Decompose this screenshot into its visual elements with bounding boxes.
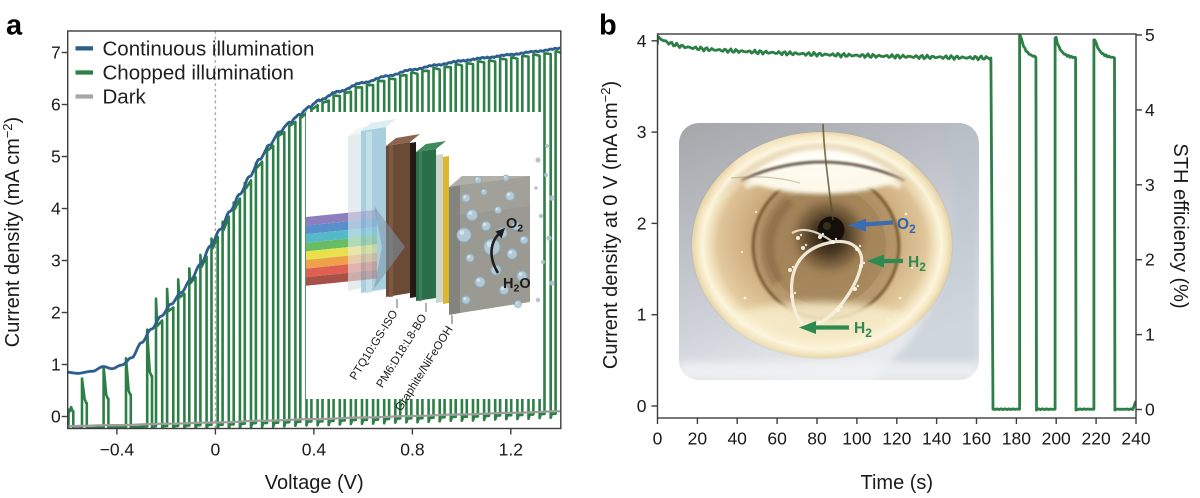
svg-text:5: 5 — [1145, 25, 1155, 45]
svg-text:100: 100 — [842, 429, 871, 449]
svg-text:Voltage (V): Voltage (V) — [265, 472, 364, 494]
svg-text:0: 0 — [637, 396, 647, 416]
svg-text:1: 1 — [637, 305, 647, 325]
svg-text:0.4: 0.4 — [302, 440, 327, 460]
svg-text:2: 2 — [637, 213, 647, 233]
svg-text:80: 80 — [807, 429, 827, 449]
svg-text:a: a — [6, 10, 23, 42]
svg-text:0: 0 — [1145, 400, 1155, 420]
svg-text:120: 120 — [882, 429, 911, 449]
svg-text:b: b — [599, 10, 617, 42]
svg-text:Chopped illumination: Chopped illumination — [103, 62, 294, 85]
svg-text:180: 180 — [1002, 429, 1031, 449]
svg-text:7: 7 — [51, 43, 61, 63]
svg-text:240: 240 — [1121, 429, 1150, 449]
svg-text:5: 5 — [51, 147, 61, 167]
svg-text:3: 3 — [1145, 175, 1155, 195]
svg-text:STH efficiency (%): STH efficiency (%) — [1169, 143, 1191, 308]
svg-text:4: 4 — [637, 31, 647, 51]
svg-text:Time (s): Time (s) — [861, 472, 934, 494]
svg-text:40: 40 — [727, 429, 747, 449]
svg-text:4: 4 — [1145, 100, 1155, 120]
svg-text:1.2: 1.2 — [499, 440, 523, 460]
svg-text:0: 0 — [211, 440, 221, 460]
svg-text:6: 6 — [51, 95, 61, 115]
svg-text:20: 20 — [688, 429, 708, 449]
svg-text:0: 0 — [51, 407, 61, 427]
svg-text:0: 0 — [653, 429, 663, 449]
svg-text:Current density (mA cm−2): Current density (mA cm−2) — [0, 117, 24, 347]
svg-text:160: 160 — [962, 429, 991, 449]
svg-text:2: 2 — [51, 303, 61, 323]
svg-text:3: 3 — [51, 251, 61, 271]
svg-text:−0.4: −0.4 — [100, 440, 135, 460]
svg-text:200: 200 — [1042, 429, 1071, 449]
svg-text:3: 3 — [637, 122, 647, 142]
svg-text:Continuous illumination: Continuous illumination — [103, 37, 315, 60]
svg-text:220: 220 — [1081, 429, 1110, 449]
svg-text:2: 2 — [1145, 250, 1155, 270]
svg-text:0.8: 0.8 — [400, 440, 424, 460]
svg-text:4: 4 — [51, 199, 61, 219]
svg-text:Current density at 0 V (mA cm−: Current density at 0 V (mA cm−2) — [598, 81, 622, 369]
svg-text:1: 1 — [1145, 325, 1155, 345]
svg-text:60: 60 — [767, 429, 787, 449]
svg-text:140: 140 — [922, 429, 951, 449]
svg-text:1: 1 — [51, 355, 61, 375]
svg-text:H2O: H2O — [503, 276, 531, 295]
svg-text:Dark: Dark — [103, 86, 147, 109]
